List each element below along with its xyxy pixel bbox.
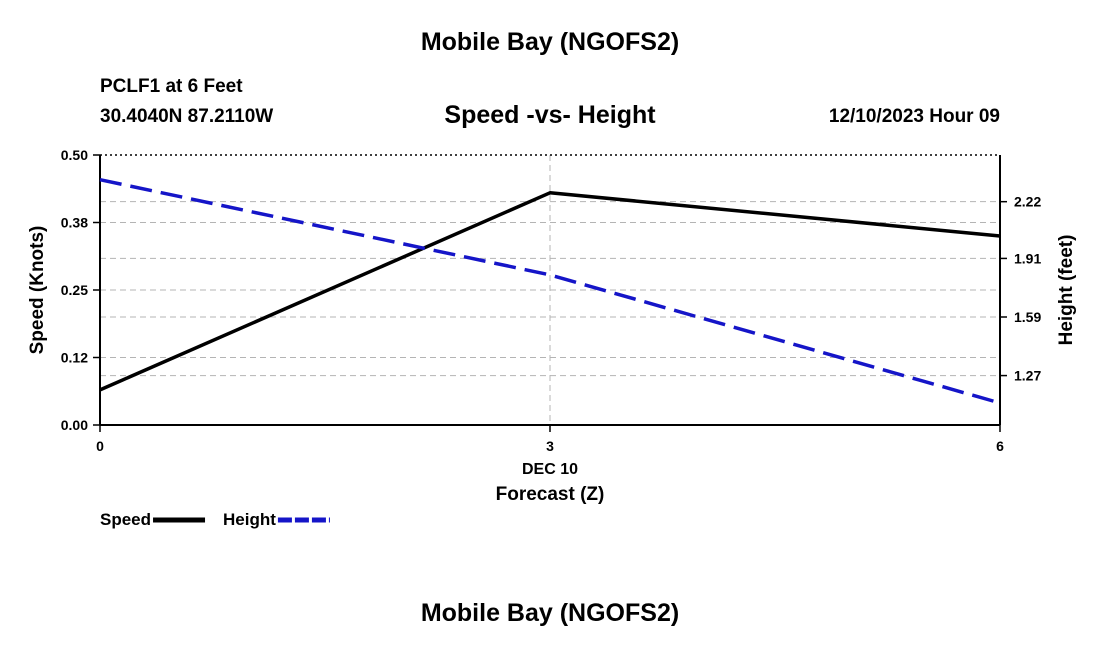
x-tick-label: 6 xyxy=(996,438,1004,454)
height-tick-label: 2.22 xyxy=(1014,194,1041,210)
chart-title: Speed -vs- Height xyxy=(444,101,656,129)
page-title: Mobile Bay (NGOFS2) xyxy=(420,28,680,56)
legend-label-speed: Speed xyxy=(100,510,151,529)
speed-tick-label: 0.12 xyxy=(61,350,88,366)
height-tick-label: 1.27 xyxy=(1014,368,1041,384)
speed-tick-label: 0.50 xyxy=(61,147,88,163)
station-name: PCLF1 at 6 Feet xyxy=(100,76,243,97)
x-tick-label: 3 xyxy=(546,438,554,454)
speed-tick-label: 0.38 xyxy=(61,215,88,231)
forecast-time: 12/10/2023 Hour 09 xyxy=(828,106,1000,127)
footer-title: Mobile Bay (NGOFS2) xyxy=(420,599,680,627)
height-tick-label: 1.59 xyxy=(1014,309,1041,325)
series-line-speed xyxy=(99,191,1001,392)
x-axis-title: Forecast (Z) xyxy=(496,484,605,505)
speed-axis-title: Speed (Knots) xyxy=(27,226,48,355)
x-tick-label: 0 xyxy=(96,438,104,454)
height-axis-title: Height (feet) xyxy=(1056,235,1077,346)
legend-label-height: Height xyxy=(223,510,276,529)
speed-tick-label: 0.25 xyxy=(61,282,88,298)
height-tick-label: 1.91 xyxy=(1014,250,1041,266)
speed-tick-label: 0.00 xyxy=(61,417,88,433)
station-coordinates: 30.4040N 87.2110W xyxy=(100,106,274,127)
x-date-label: DEC 10 xyxy=(522,461,578,478)
